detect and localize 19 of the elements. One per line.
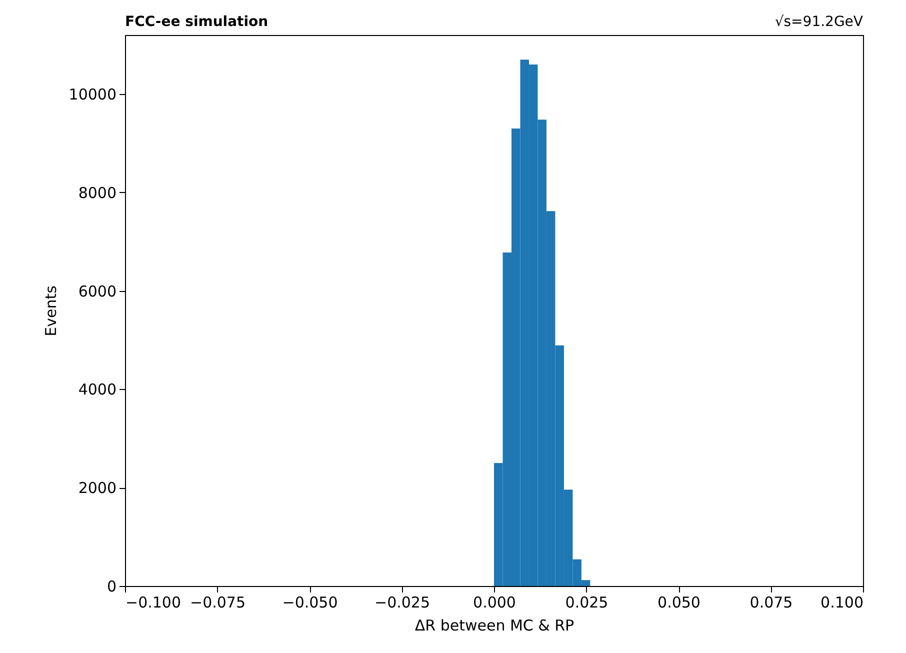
y-tick-label: 4000: [78, 380, 116, 399]
x-tick-label: 0.000: [473, 594, 516, 612]
x-tick-label: 0.075: [750, 594, 793, 612]
y-tick-label: 10000: [68, 86, 116, 104]
y-tick-label: 0: [106, 578, 116, 596]
y-tick-label: 2000: [78, 479, 116, 498]
chart-title: FCC-ee simulation: [125, 14, 268, 30]
y-tick-label: 8000: [78, 184, 116, 202]
x-tick-label: 0.025: [565, 594, 608, 612]
y-axis-title: Events: [42, 285, 60, 336]
x-tick-label: −0.050: [282, 594, 338, 612]
x-tick-label: −0.075: [190, 594, 246, 612]
text: √s=91.2GeV: [774, 14, 864, 30]
x-axis-title: ΔR between MC & RP: [414, 616, 574, 634]
x-tick-label: 0.100: [820, 594, 864, 612]
x-tick-label: −0.100: [126, 594, 182, 612]
x-tick-label: −0.025: [374, 594, 430, 612]
y-tick-label: 6000: [78, 282, 116, 300]
x-tick-label: 0.050: [658, 594, 700, 612]
